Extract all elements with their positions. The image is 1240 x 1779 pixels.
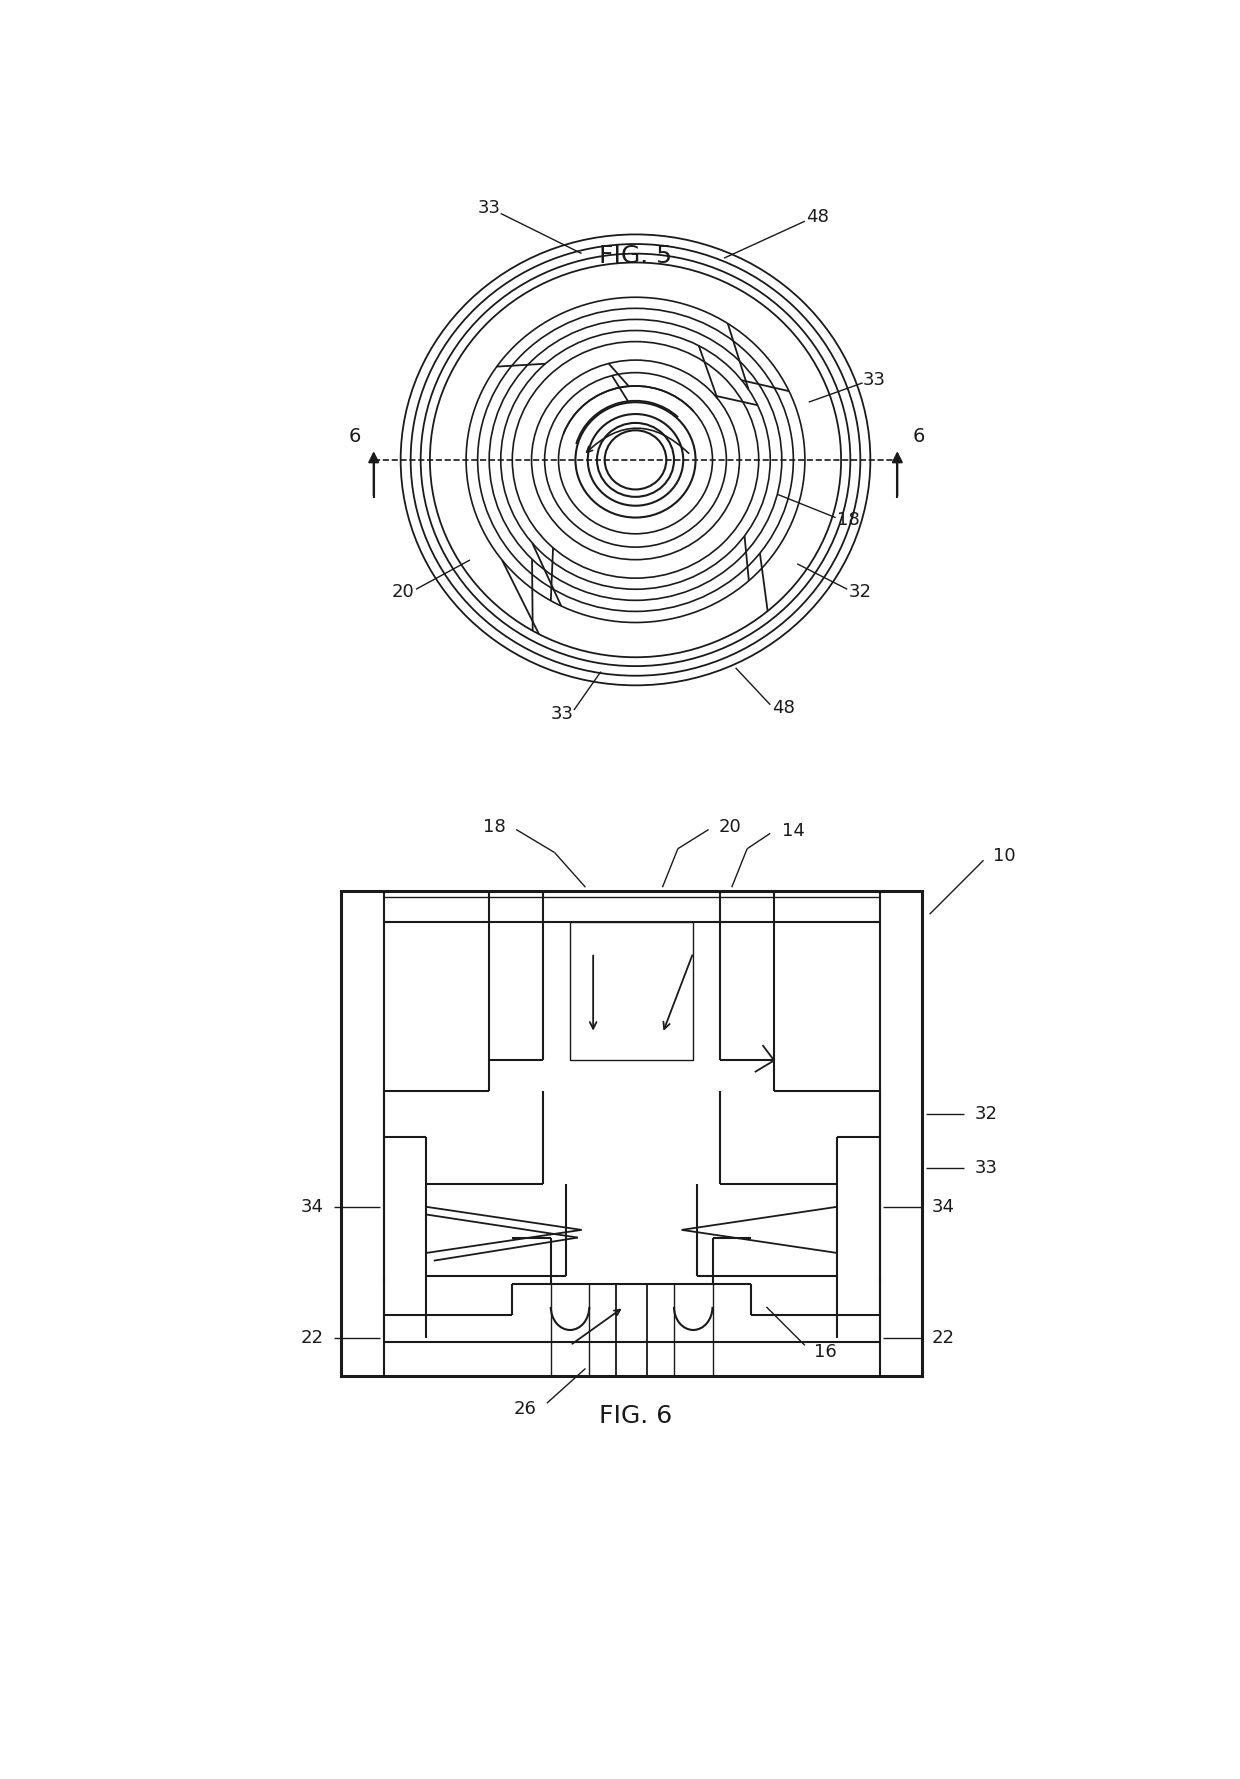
Text: 6: 6 bbox=[348, 427, 361, 447]
Text: 34: 34 bbox=[300, 1197, 324, 1215]
Bar bbox=[341, 891, 921, 1377]
Text: 18: 18 bbox=[484, 818, 506, 836]
Bar bbox=[774, 922, 879, 1091]
Text: 26: 26 bbox=[515, 1400, 537, 1418]
Bar bbox=[383, 1091, 427, 1338]
Bar bbox=[543, 1091, 720, 1183]
Bar bbox=[879, 891, 921, 1377]
Text: 32: 32 bbox=[849, 584, 872, 601]
Text: 34: 34 bbox=[932, 1197, 955, 1215]
Text: 20: 20 bbox=[719, 818, 742, 836]
Text: FIG. 6: FIG. 6 bbox=[599, 1404, 672, 1429]
Text: FIG. 5: FIG. 5 bbox=[599, 244, 672, 269]
Bar bbox=[567, 1183, 697, 1276]
Text: 33: 33 bbox=[975, 1160, 997, 1178]
Text: 22: 22 bbox=[932, 1329, 955, 1347]
Text: 22: 22 bbox=[300, 1329, 324, 1347]
Text: 33: 33 bbox=[551, 704, 574, 722]
Text: 33: 33 bbox=[863, 370, 885, 390]
Bar bbox=[383, 1276, 512, 1284]
Text: 16: 16 bbox=[815, 1343, 837, 1361]
Bar bbox=[543, 922, 720, 1060]
Text: 48: 48 bbox=[806, 208, 830, 226]
Bar bbox=[341, 891, 383, 1377]
Bar bbox=[751, 1276, 879, 1284]
Text: 18: 18 bbox=[837, 511, 859, 528]
Text: 20: 20 bbox=[392, 584, 414, 601]
Bar bbox=[837, 1091, 879, 1338]
Bar bbox=[751, 1341, 879, 1377]
Text: 14: 14 bbox=[781, 822, 805, 840]
Text: 48: 48 bbox=[773, 699, 795, 717]
Bar bbox=[383, 922, 490, 1091]
Text: 32: 32 bbox=[975, 1105, 997, 1123]
Bar bbox=[383, 1341, 512, 1377]
Text: 6: 6 bbox=[913, 427, 925, 447]
Text: 10: 10 bbox=[993, 847, 1016, 865]
Bar bbox=[570, 922, 693, 1060]
Text: 33: 33 bbox=[477, 199, 501, 217]
